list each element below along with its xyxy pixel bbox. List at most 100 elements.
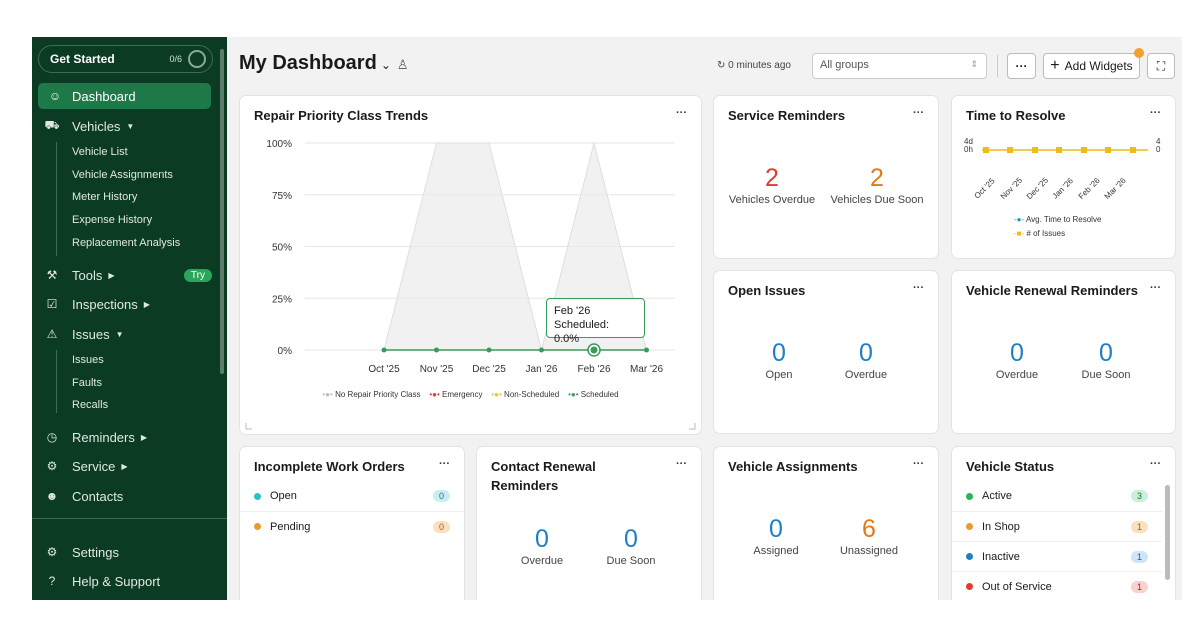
legend-item[interactable]: •●• No Repair Priority Class — [322, 390, 421, 399]
sidebar-item-reminders[interactable]: ◷ Reminders ▶ — [32, 424, 212, 450]
list-item[interactable]: Active 3 — [952, 481, 1162, 511]
sidebar-item-label: Service — [72, 458, 116, 474]
list-item-label: Open — [270, 490, 297, 502]
sidebar-item-service[interactable]: ⚙ Service ▶ — [32, 453, 212, 479]
widget-menu-button[interactable]: ··· — [1150, 458, 1161, 470]
warning-icon: ⚠ — [46, 327, 58, 341]
list-item[interactable]: Pending 0 — [240, 511, 464, 541]
try-badge: Try — [183, 268, 212, 282]
add-widgets-label: Add Widgets — [1064, 59, 1133, 73]
page-title-dropdown[interactable]: My Dashboard ⌄ ♙ — [239, 52, 409, 75]
metric-overdue[interactable]: 0 Overdue — [962, 339, 1072, 381]
refresh-icon[interactable]: ↻ — [717, 60, 726, 71]
groups-select[interactable]: All groups ⇕ — [812, 53, 987, 79]
legend-item[interactable]: -■- # of Issues — [1014, 229, 1066, 238]
list-scrollbar[interactable] — [1165, 485, 1170, 580]
more-options-button[interactable]: ··· — [1007, 53, 1036, 79]
data-point — [1056, 147, 1062, 153]
widget-menu-button[interactable]: ··· — [676, 107, 687, 119]
metric-value: 0 — [769, 515, 783, 543]
chevron-right-icon: ▶ — [143, 299, 150, 309]
tooltip-line-2: Scheduled: 0.0% — [554, 319, 610, 345]
sidebar-item-dashboard[interactable]: ☺ Dashboard — [38, 83, 211, 109]
chevron-down-icon: ▼ — [126, 121, 135, 131]
x-tick-label: Oct '25 — [368, 364, 400, 375]
chevron-right-icon: ▶ — [108, 270, 115, 280]
widget-menu-button[interactable]: ··· — [913, 282, 924, 294]
status-dot — [966, 583, 973, 590]
widget-menu-button[interactable]: ··· — [1150, 282, 1161, 294]
get-started-button[interactable]: Get Started 0/6 — [38, 45, 213, 73]
sidebar-item-vehicles[interactable]: ⛟ Vehicles ▼ — [32, 113, 212, 139]
x-tick-label: Nov '25 — [420, 364, 454, 375]
widget-menu-button[interactable]: ··· — [913, 107, 924, 119]
metric-label: Overdue — [520, 555, 564, 567]
repair-priority-chart: 100% 75% 50% 25% 0% Oct '25 Nov '25 Dec '25 Jan … — [245, 139, 696, 430]
metric-value: 0 — [772, 339, 786, 367]
metric-value: 0 — [1099, 339, 1113, 367]
sidebar-item-issues[interactable]: ⚠ Issues ▼ — [32, 321, 212, 347]
metric-label: Open — [765, 369, 793, 381]
legend-item[interactable]: -●- Avg. Time to Resolve — [1014, 215, 1102, 224]
sidebar-subitem-meter-history[interactable]: Meter History — [72, 191, 138, 203]
widget-title: Contact Renewal Reminders — [491, 459, 596, 493]
chevron-right-icon: ▶ — [121, 461, 128, 471]
list-item[interactable]: Open 0 — [240, 481, 464, 511]
metric-overdue[interactable]: 0 Overdue — [811, 339, 921, 381]
sidebar-item-label: Help & Support — [72, 573, 161, 589]
sidebar-subitem-vehicle-assignments[interactable]: Vehicle Assignments — [72, 169, 173, 181]
metric-unassigned[interactable]: 6 Unassigned — [814, 515, 924, 557]
sidebar-scrollbar[interactable] — [220, 49, 224, 374]
metric-due-soon[interactable]: 0 Due Soon — [576, 525, 686, 567]
list-item[interactable]: In Shop 1 — [952, 511, 1162, 541]
sidebar-item-help[interactable]: ? Help & Support — [32, 568, 212, 594]
fullscreen-button[interactable]: ⛶ — [1147, 53, 1175, 79]
x-tick-label: Dec '25 — [472, 364, 506, 375]
sidebar-item-settings[interactable]: ⚙ Settings — [32, 539, 212, 565]
sidebar-item-contacts[interactable]: ☻ Contacts — [32, 483, 212, 509]
status-dot — [966, 523, 973, 530]
widget-menu-button[interactable]: ··· — [913, 458, 924, 470]
widget-menu-button[interactable]: ··· — [439, 458, 450, 470]
legend-item[interactable]: •●• Emergency — [429, 390, 483, 399]
last-updated: ↻ 0 minutes ago — [717, 60, 791, 71]
list-item[interactable]: Out of Service 1 — [952, 571, 1162, 600]
data-point — [1032, 147, 1038, 153]
y-tick-label: 75% — [272, 191, 292, 202]
get-started-progress: 0/6 — [169, 54, 182, 64]
legend-item[interactable]: •●• Scheduled — [568, 390, 619, 399]
metric-vehicles-due-soon[interactable]: 2 Vehicles Due Soon — [822, 164, 932, 206]
add-widgets-button[interactable]: + Add Widgets — [1043, 53, 1140, 79]
data-point — [434, 347, 439, 353]
sidebar-subitem-replacement-analysis[interactable]: Replacement Analysis — [72, 237, 181, 249]
widget-menu-button[interactable]: ··· — [676, 458, 687, 470]
metric-value: 6 — [862, 515, 876, 543]
sidebar-subitem-recalls[interactable]: Recalls — [72, 399, 109, 411]
data-point — [1105, 147, 1111, 153]
widget-title: Repair Priority Class Trends — [254, 108, 429, 123]
list-item[interactable]: Inactive 1 — [952, 541, 1162, 571]
list-item-label: Out of Service — [982, 580, 1052, 593]
widget-menu-button[interactable]: ··· — [1150, 107, 1161, 119]
sidebar-item-inspections[interactable]: ☑ Inspections ▶ — [32, 291, 212, 317]
legend-item[interactable]: •●• Non-Scheduled — [491, 390, 560, 399]
metric-label: Due Soon — [1081, 369, 1131, 381]
metric-vehicles-overdue[interactable]: 2 Vehicles Overdue — [717, 164, 827, 206]
sidebar-subitem-expense-history[interactable]: Expense History — [72, 214, 153, 226]
alarm-icon: ◷ — [46, 430, 58, 444]
sidebar-subitem-issues[interactable]: Issues — [72, 354, 104, 366]
metric-value: 0 — [624, 525, 638, 553]
metric-assigned[interactable]: 0 Assigned — [721, 515, 831, 557]
legend-label: Scheduled — [580, 390, 619, 399]
widget-repair-priority: Repair Priority Class Trends ··· 100% 75%… — [240, 96, 701, 434]
metric-due-soon[interactable]: 0 Due Soon — [1051, 339, 1161, 381]
metric-overdue[interactable]: 0 Overdue — [487, 525, 597, 567]
wrench-icon: ⚙ — [46, 459, 58, 473]
vehicle-status-list: Active 3 In Shop 1 Inactive 1 Out of Ser… — [952, 481, 1162, 600]
sidebar-subitem-faults[interactable]: Faults — [72, 377, 102, 389]
sidebar-item-label: Vehicles — [72, 118, 121, 134]
sidebar-subitem-vehicle-list[interactable]: Vehicle List — [72, 146, 128, 158]
metric-open[interactable]: 0 Open — [724, 339, 834, 381]
sidebar-item-tools[interactable]: ⚒ Tools ▶ Try — [32, 262, 212, 288]
